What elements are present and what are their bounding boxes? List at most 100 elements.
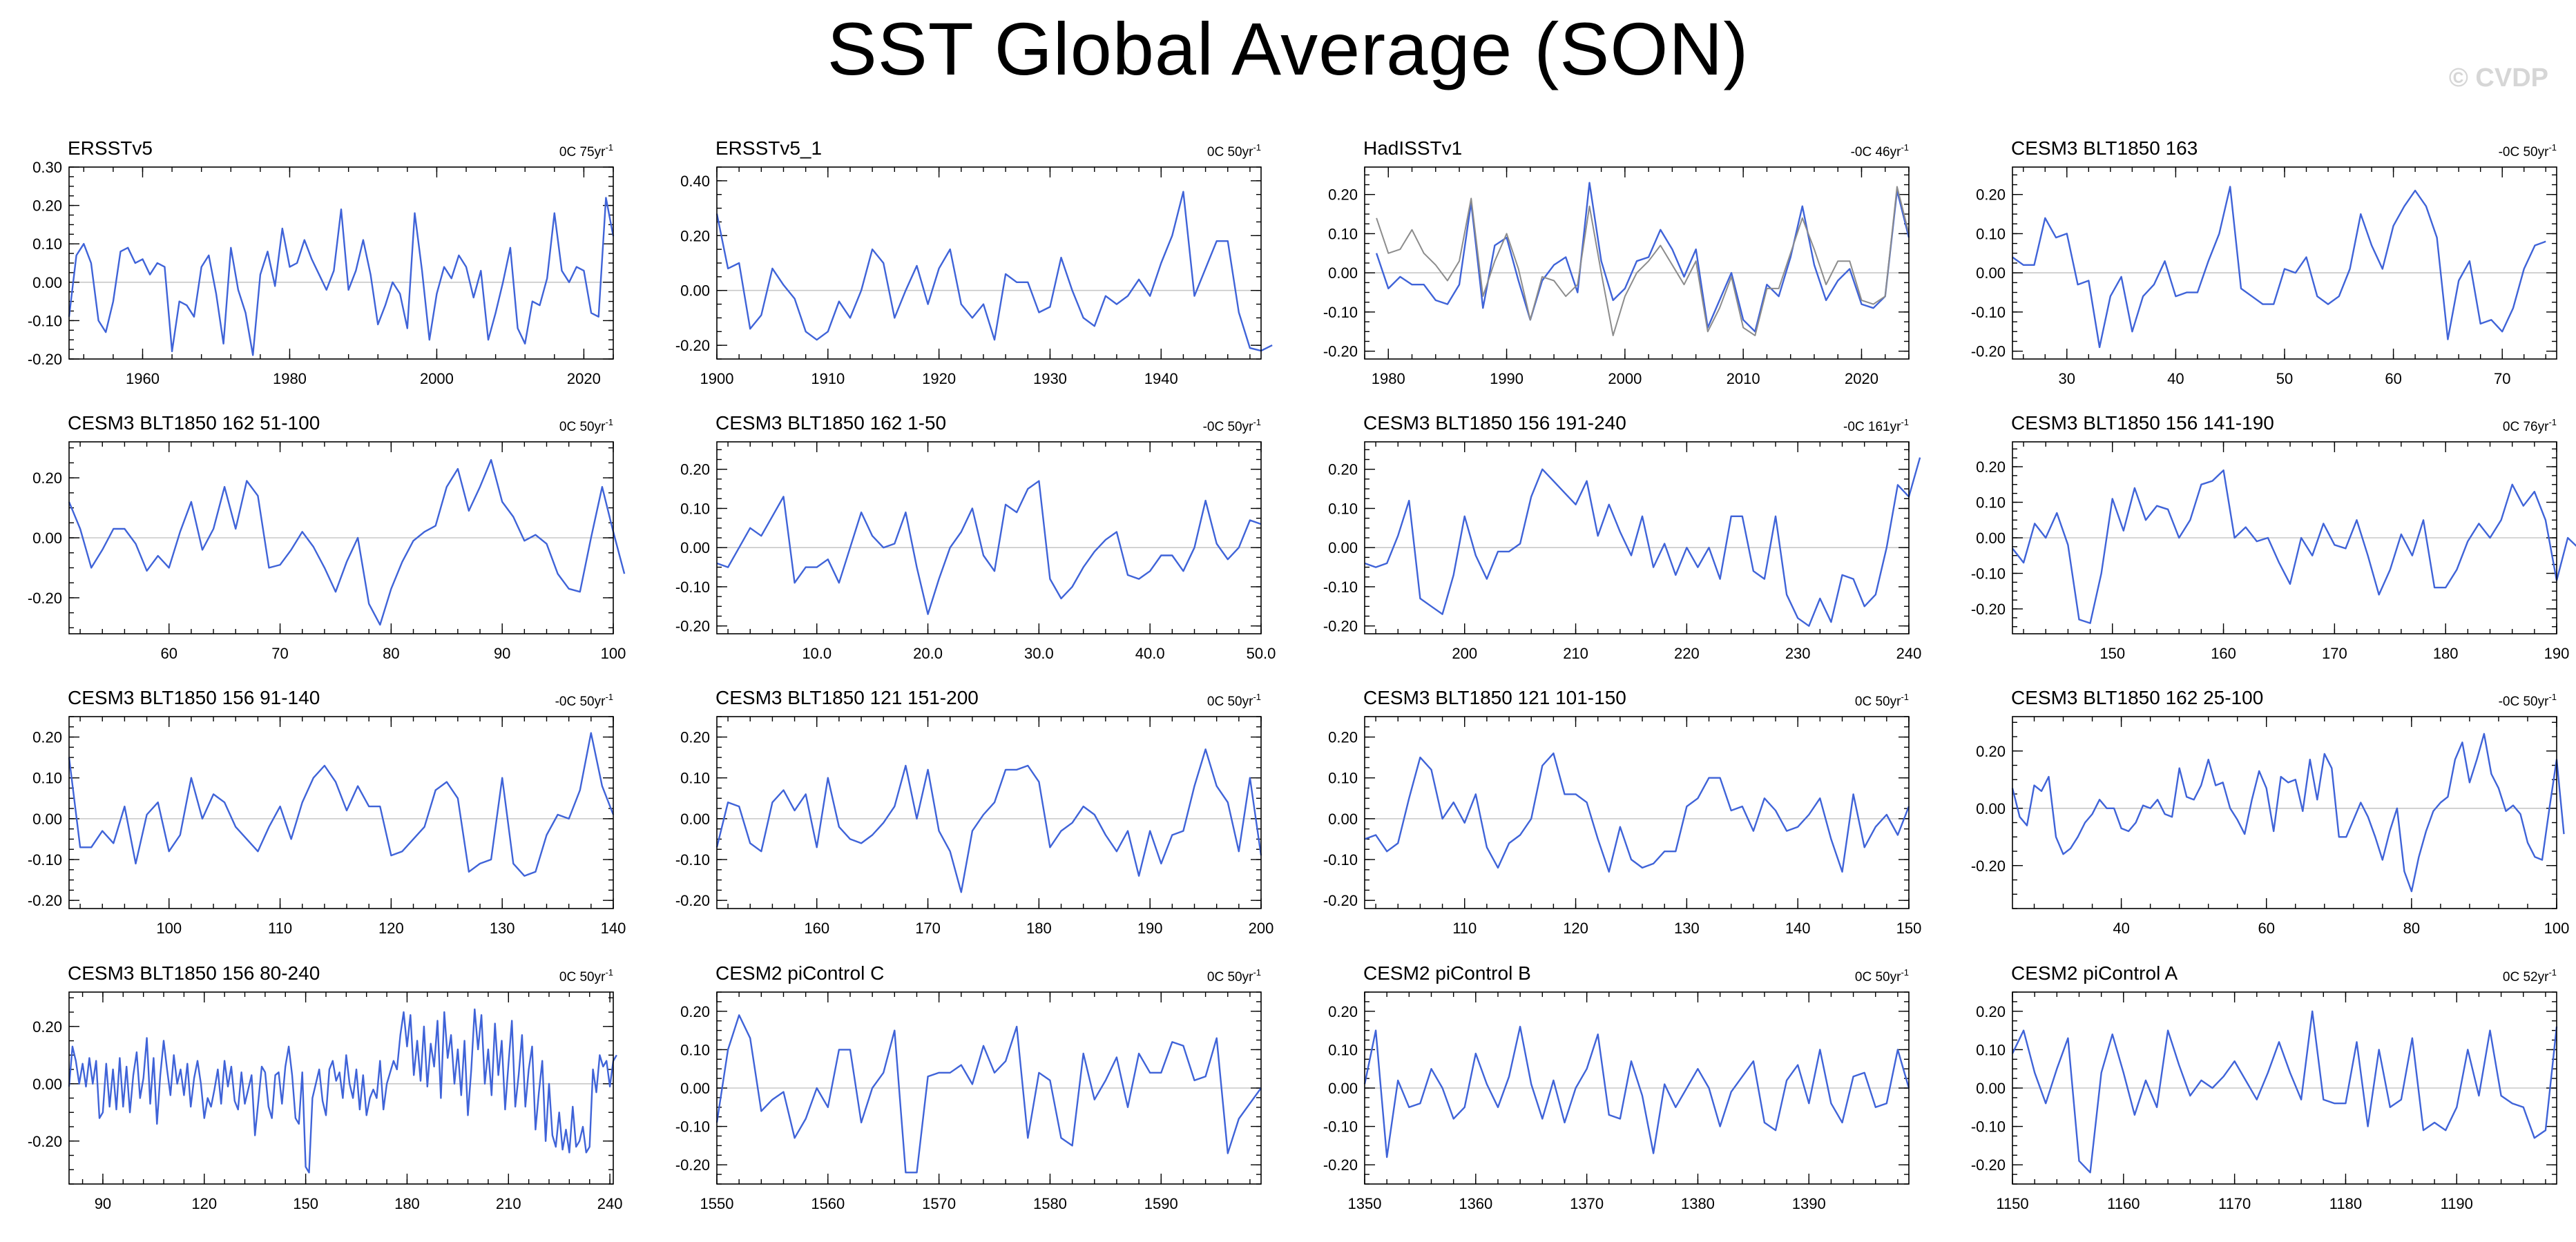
- x-tick-label: 40: [2113, 920, 2129, 937]
- x-tick-label: 1370: [1570, 1195, 1604, 1212]
- panel-trend: -0C 50yr-1: [555, 692, 613, 709]
- panel-13: CESM3 BLT1850 156 80-240 0C 50yr-1 90 120 15…: [28, 962, 623, 1212]
- figure-title: SST Global Average (SON): [827, 7, 1749, 90]
- watermark: © CVDP: [2448, 64, 2548, 93]
- x-tick-label: 1360: [1459, 1195, 1492, 1212]
- x-tick-label: 150: [293, 1195, 318, 1212]
- x-tick-label: 1990: [1490, 370, 1524, 387]
- panel-title: HadISSTv1: [1363, 137, 1462, 159]
- panel-title: CESM3 BLT1850 163: [2011, 137, 2198, 159]
- y-tick-label: -0.10: [1971, 304, 2006, 321]
- y-tick-label: 0.00: [32, 274, 62, 291]
- plot-frame: [1364, 166, 1910, 360]
- x-tick-label: 1350: [1348, 1195, 1382, 1212]
- y-tick-label: -0.20: [1323, 1156, 1358, 1174]
- x-tick-label: 240: [597, 1195, 623, 1212]
- x-tick-label: 1570: [922, 1195, 956, 1212]
- y-tick-label: 0.00: [32, 811, 62, 828]
- x-tick-label: 90: [494, 645, 510, 662]
- x-tick-label: 100: [2544, 920, 2570, 937]
- panel-title: CESM3 BLT1850 156 91-140: [68, 687, 320, 708]
- y-tick-label: -0.10: [1323, 579, 1358, 596]
- panel-16: CESM2 piControl A 0C 52yr-1 1150 1160 1170 11…: [1971, 962, 2558, 1212]
- x-tick-label: 180: [394, 1195, 420, 1212]
- x-tick-label: 210: [1563, 645, 1588, 662]
- y-tick-label: 0.20: [680, 227, 710, 244]
- panel-trend: 0C 50yr-1: [1207, 692, 1261, 709]
- y-tick-label: -0.10: [1971, 1118, 2006, 1136]
- plot-frame: [68, 441, 614, 634]
- trend-exponent: -1: [1253, 417, 1261, 427]
- panel-title: ERSSTv5_1: [715, 137, 822, 159]
- panel-4: CESM3 BLT1850 163 -0C 50yr-1 30 40 50 60 70 -0.…: [1971, 137, 2557, 387]
- x-tick-label: 200: [1249, 920, 1274, 937]
- x-tick-label: 230: [1785, 645, 1811, 662]
- y-tick-label: 0.20: [32, 1018, 62, 1036]
- y-tick-label: 0.10: [680, 500, 710, 517]
- y-tick-label: -0.20: [1323, 343, 1358, 360]
- series-line: [2012, 469, 2576, 624]
- plot-frame: [2012, 716, 2557, 909]
- y-tick-label: 0.20: [680, 461, 710, 478]
- x-tick-label: 130: [1674, 920, 1700, 937]
- panel-trend: 0C 76yr-1: [2503, 417, 2557, 434]
- x-tick-label: 210: [496, 1195, 521, 1212]
- x-tick-label: 130: [490, 920, 515, 937]
- panel-title: ERSSTv5: [68, 137, 153, 159]
- x-tick-label: 120: [1563, 920, 1588, 937]
- x-tick-label: 140: [601, 920, 626, 937]
- plot-frame: [68, 716, 614, 909]
- y-tick-label: 0.10: [1328, 500, 1358, 517]
- y-tick-label: 0.20: [32, 729, 62, 746]
- series-line: [715, 748, 1262, 893]
- y-tick-label: 0.20: [680, 1003, 710, 1020]
- panel-15: CESM2 piControl B 0C 50yr-1 1350 1360 1370 13…: [1323, 962, 1910, 1212]
- series-line: [68, 732, 615, 877]
- plot-frame: [2012, 441, 2557, 634]
- y-tick-label: 0.20: [1328, 461, 1358, 478]
- x-tick-label: 190: [2544, 645, 2570, 662]
- plot-frame: [1364, 716, 1910, 909]
- panel-title: CESM3 BLT1850 121 101-150: [1363, 687, 1626, 708]
- y-tick-label: 0.20: [32, 197, 62, 215]
- x-tick-label: 1590: [1144, 1195, 1178, 1212]
- y-tick-label: -0.10: [1323, 1118, 1358, 1136]
- plot-frame: [2012, 166, 2557, 360]
- trend-exponent: -1: [605, 692, 613, 702]
- x-tick-label: 2020: [1845, 370, 1878, 387]
- y-tick-label: 0.00: [1328, 1080, 1358, 1097]
- y-tick-label: 0.20: [1976, 458, 2006, 476]
- plot-frame: [716, 716, 1262, 909]
- x-tick-label: 50: [2276, 370, 2293, 387]
- trend-exponent: -1: [2548, 967, 2557, 978]
- panel-trend: -0C 50yr-1: [1203, 417, 1261, 434]
- panel-11: CESM3 BLT1850 121 101-150 0C 50yr-1 110 120…: [1323, 687, 1922, 937]
- series-line: [2011, 732, 2565, 893]
- x-tick-label: 1180: [2329, 1195, 2362, 1212]
- y-tick-label: 0.20: [32, 469, 62, 487]
- y-tick-label: -0.20: [675, 1156, 710, 1174]
- x-tick-label: 180: [1026, 920, 1052, 937]
- panel-trend: 0C 75yr-1: [559, 142, 613, 159]
- trend-exponent: -1: [1901, 967, 1909, 978]
- y-tick-label: 0.20: [1976, 1003, 2006, 1020]
- y-tick-label: -0.10: [1323, 304, 1358, 321]
- trend-exponent: -1: [2548, 692, 2557, 702]
- panel-3: HadISSTv1 -0C 46yr-1 1980 1990 2000 2010 2020 -…: [1323, 137, 1910, 387]
- panel-5: CESM3 BLT1850 162 51-100 0C 50yr-1 60 70 80 9…: [28, 412, 626, 662]
- x-tick-label: 40: [2167, 370, 2184, 387]
- y-tick-label: -0.20: [1971, 1156, 2006, 1174]
- y-tick-label: 0.00: [32, 1076, 62, 1093]
- y-tick-label: 0.10: [32, 770, 62, 787]
- x-tick-label: 240: [1896, 645, 1922, 662]
- x-tick-label: 50.0: [1247, 645, 1276, 662]
- y-tick-label: -0.10: [675, 851, 710, 869]
- y-tick-label: -0.20: [28, 590, 62, 607]
- panel-9: CESM3 BLT1850 156 91-140 -0C 50yr-1 100 110…: [28, 687, 626, 937]
- panel-title: CESM3 BLT1850 156 191-240: [1363, 412, 1626, 434]
- x-tick-label: 1550: [700, 1195, 734, 1212]
- x-tick-label: 90: [95, 1195, 111, 1212]
- x-tick-label: 1160: [2107, 1195, 2140, 1212]
- series-line: [716, 480, 1262, 615]
- panel-trend: -0C 161yr-1: [1843, 417, 1909, 434]
